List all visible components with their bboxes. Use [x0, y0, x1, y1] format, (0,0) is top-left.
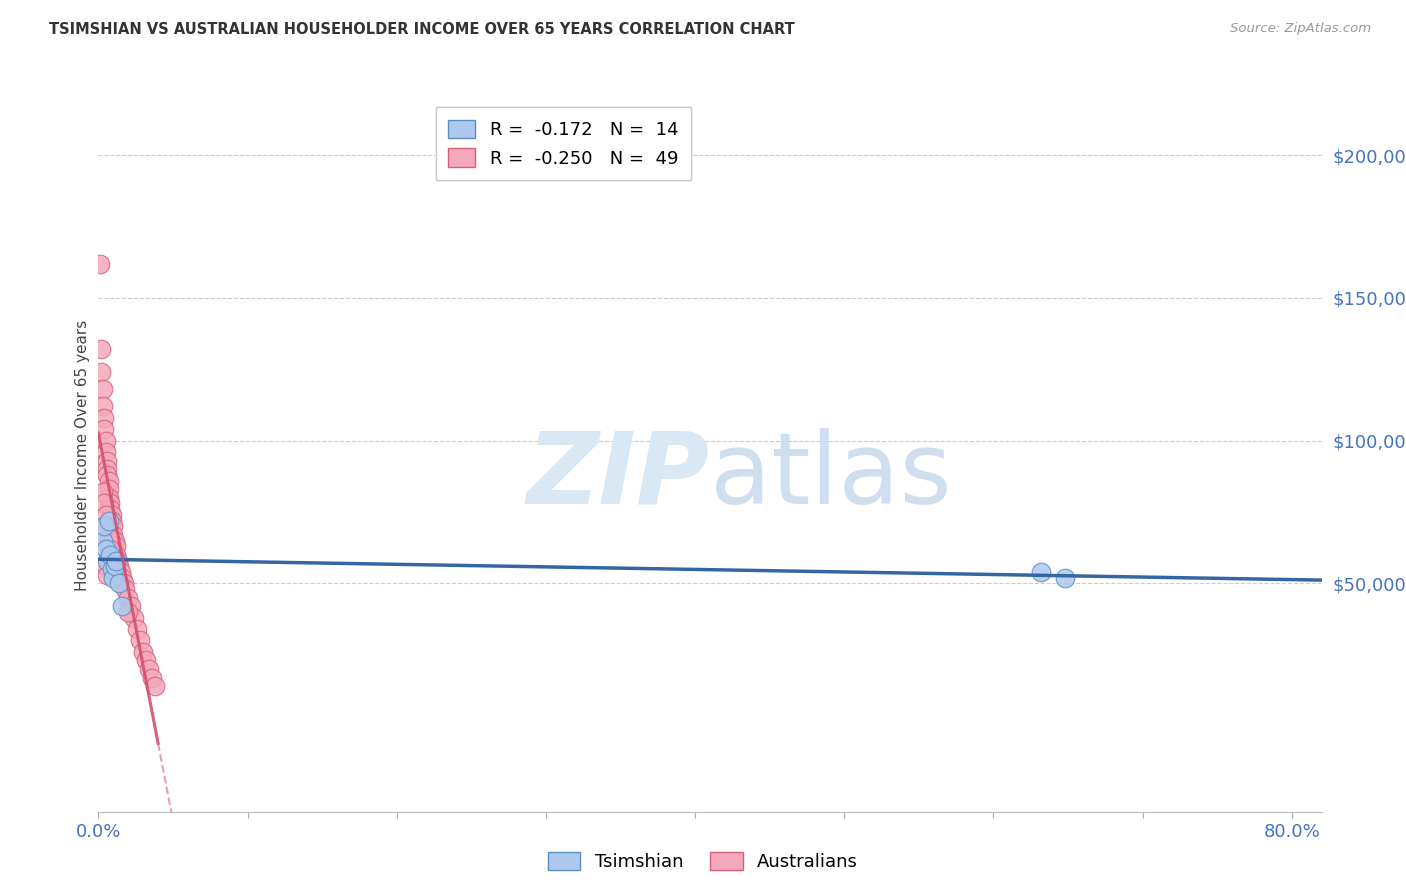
Point [97, 474, 120, 488]
Point [135, 653, 157, 667]
Point [93, 496, 115, 510]
Point [96, 553, 118, 567]
Point [93, 519, 115, 533]
Y-axis label: Householder Income Over 65 years: Householder Income Over 65 years [75, 319, 90, 591]
Point [98, 496, 121, 510]
Point [97, 491, 120, 505]
Point [94, 445, 117, 459]
Point [93, 422, 115, 436]
Point [94, 434, 117, 448]
Point [101, 514, 124, 528]
Point [110, 565, 132, 579]
Point [90, 365, 112, 379]
Point [104, 559, 127, 574]
Point [96, 567, 118, 582]
Point [120, 599, 142, 614]
Point [91, 400, 114, 414]
Point [90, 343, 112, 357]
Point [129, 633, 152, 648]
Point [105, 539, 128, 553]
Point [103, 571, 125, 585]
Text: TSIMSHIAN VS AUSTRALIAN HOUSEHOLDER INCOME OVER 65 YEARS CORRELATION CHART: TSIMSHIAN VS AUSTRALIAN HOUSEHOLDER INCO… [49, 22, 794, 37]
Text: ZIP: ZIP [527, 428, 710, 524]
Point [91, 485, 114, 500]
Point [103, 519, 125, 533]
Point [101, 508, 124, 522]
Point [98, 502, 121, 516]
Point [104, 533, 127, 548]
Point [97, 531, 120, 545]
Point [1031, 565, 1053, 579]
Point [122, 610, 145, 624]
Point [107, 553, 129, 567]
Point [143, 679, 166, 693]
Point [96, 467, 118, 482]
Point [103, 528, 125, 542]
Point [1054, 571, 1077, 585]
Point [127, 622, 149, 636]
Point [138, 662, 160, 676]
Legend: Tsimshian, Australians: Tsimshian, Australians [540, 845, 866, 879]
Point [132, 645, 155, 659]
Point [105, 553, 128, 567]
Point [96, 519, 118, 533]
Point [114, 582, 136, 596]
Point [91, 382, 114, 396]
Point [96, 462, 118, 476]
Point [97, 482, 120, 496]
Point [96, 453, 118, 467]
Point [108, 559, 131, 574]
Point [98, 542, 121, 557]
Point [111, 599, 134, 614]
Point [108, 576, 131, 591]
Legend: R =  -0.172   N =  14, R =  -0.250   N =  49: R = -0.172 N = 14, R = -0.250 N = 49 [436, 107, 690, 180]
Point [94, 542, 117, 557]
Point [105, 548, 128, 562]
Point [117, 591, 139, 605]
Point [98, 548, 121, 562]
Point [94, 559, 117, 574]
Text: atlas: atlas [710, 428, 952, 524]
Point [111, 571, 134, 585]
Point [91, 533, 114, 548]
Point [112, 576, 135, 591]
Point [141, 671, 163, 685]
Point [101, 562, 124, 576]
Point [97, 514, 120, 528]
Point [89, 257, 111, 271]
Text: Source: ZipAtlas.com: Source: ZipAtlas.com [1230, 22, 1371, 36]
Point [117, 605, 139, 619]
Point [93, 410, 115, 425]
Point [94, 508, 117, 522]
